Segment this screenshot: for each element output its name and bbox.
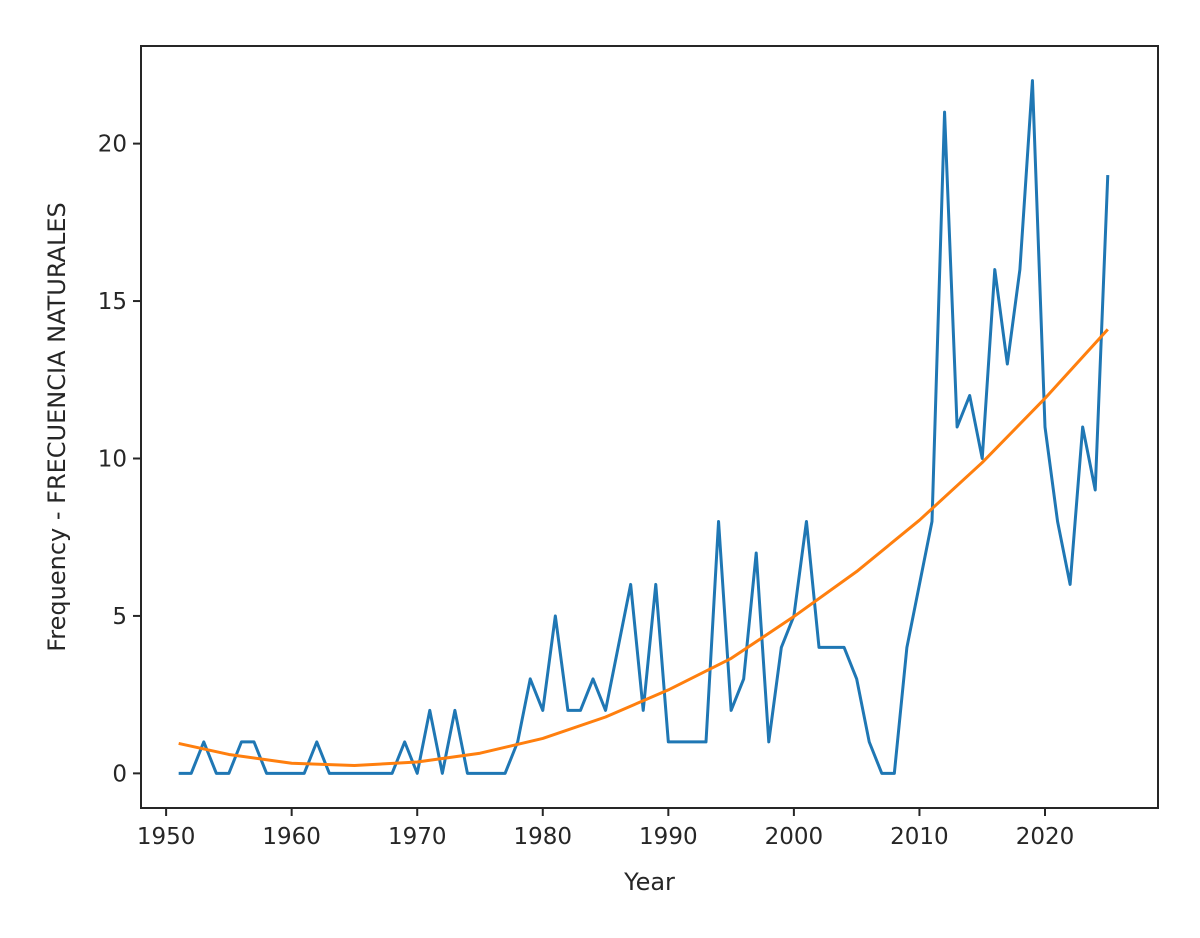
x-tick-label: 1960 [262,824,321,850]
x-tick-label: 2000 [765,824,824,850]
x-tick-label: 2010 [890,824,949,850]
y-tick-label: 5 [112,604,127,630]
series-layer [178,79,1110,775]
trend-fit-line [178,328,1109,767]
y-tick-label: 10 [98,446,127,472]
y-tick-label: 20 [98,132,127,158]
x-axis-ticks: 1950 1960 1970 1980 1990 2000 2010 2020 [137,808,1074,850]
x-axis-label: Year [623,868,675,896]
x-tick-label: 1950 [137,824,196,850]
y-tick-label: 0 [112,761,127,787]
y-axis-label: Frequency - FRECUENCIA NATURALES [43,202,71,652]
plot-frame [140,45,1159,809]
x-tick-label: 2020 [1016,824,1075,850]
y-axis-ticks: 0 5 10 15 20 [98,132,141,787]
x-tick-label: 1980 [514,824,573,850]
x-tick-label: 1970 [388,824,447,850]
observed-frequency-line [178,79,1110,775]
y-tick-label: 15 [98,289,127,315]
x-tick-label: 1990 [639,824,698,850]
